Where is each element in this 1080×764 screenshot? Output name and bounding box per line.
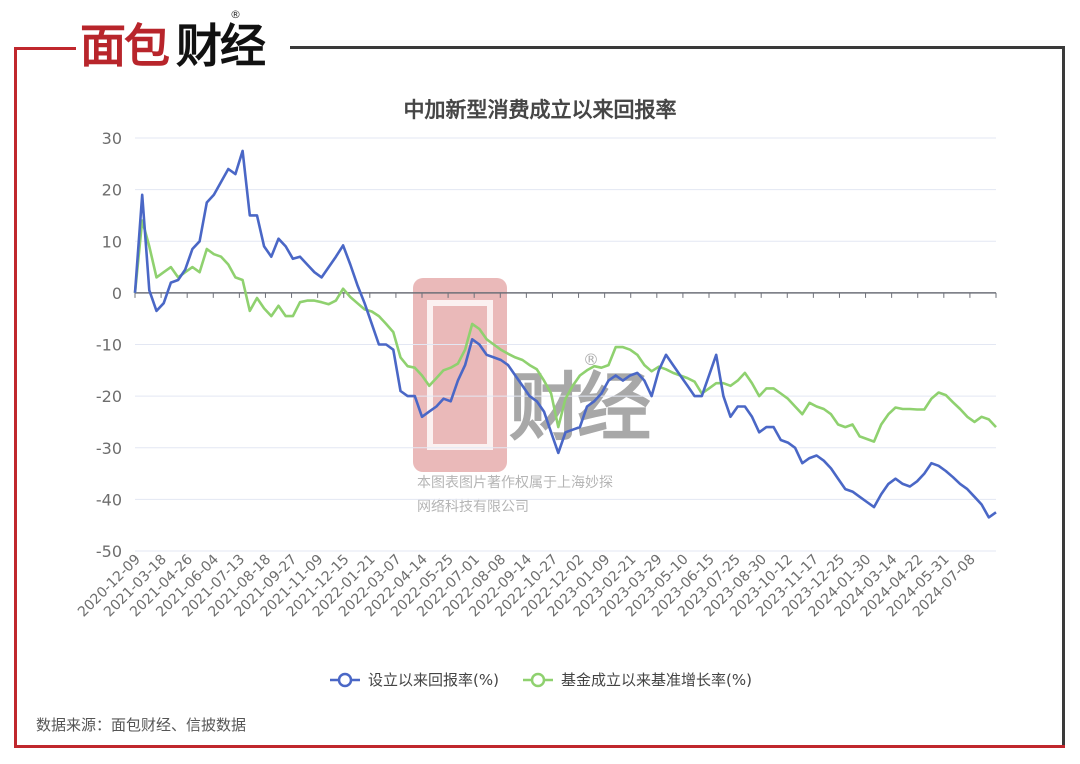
y-tick-label: 0 [112,284,122,303]
y-tick-label: 20 [102,181,122,200]
y-tick-label: 30 [102,129,122,148]
y-tick-label: 10 [102,232,122,251]
frame-border-top-right [290,46,1065,49]
y-tick-label: -10 [96,336,122,355]
source-note: 数据来源：面包财经、信披数据 [36,716,247,734]
brand-logo: 面包 财经 ® [80,8,285,74]
series-line-2 [133,219,997,443]
chart-legend: 设立以来回报率(%) 基金成立以来基准增长率(%) [0,669,1080,690]
y-tick-label: -30 [96,439,122,458]
legend-label-series2: 基金成立以来基准增长率(%) [561,671,752,689]
frame-border-top-left [14,47,76,50]
y-tick-label: -50 [96,542,122,561]
frame-border-bottom [14,745,1065,748]
logo-text-black: 财经 [176,19,266,73]
legend-item-series1[interactable]: 设立以来回报率(%) [328,669,499,690]
legend-item-series2[interactable]: 基金成立以来基准增长率(%) [521,669,752,690]
legend-label-series1: 设立以来回报率(%) [368,671,499,689]
frame-border-left [14,47,17,747]
chart-title: 中加新型消费成立以来回报率 [403,98,677,122]
frame-border-right [1062,46,1065,748]
y-tick-label: -40 [96,490,122,509]
registered-mark: ® [230,8,241,21]
legend-marker-series1-icon [330,672,361,687]
logo-text-red: 面包 [80,19,170,73]
y-tick-label: -20 [96,387,122,406]
series-line-1 [133,149,997,519]
legend-marker-series2-icon [523,672,553,687]
